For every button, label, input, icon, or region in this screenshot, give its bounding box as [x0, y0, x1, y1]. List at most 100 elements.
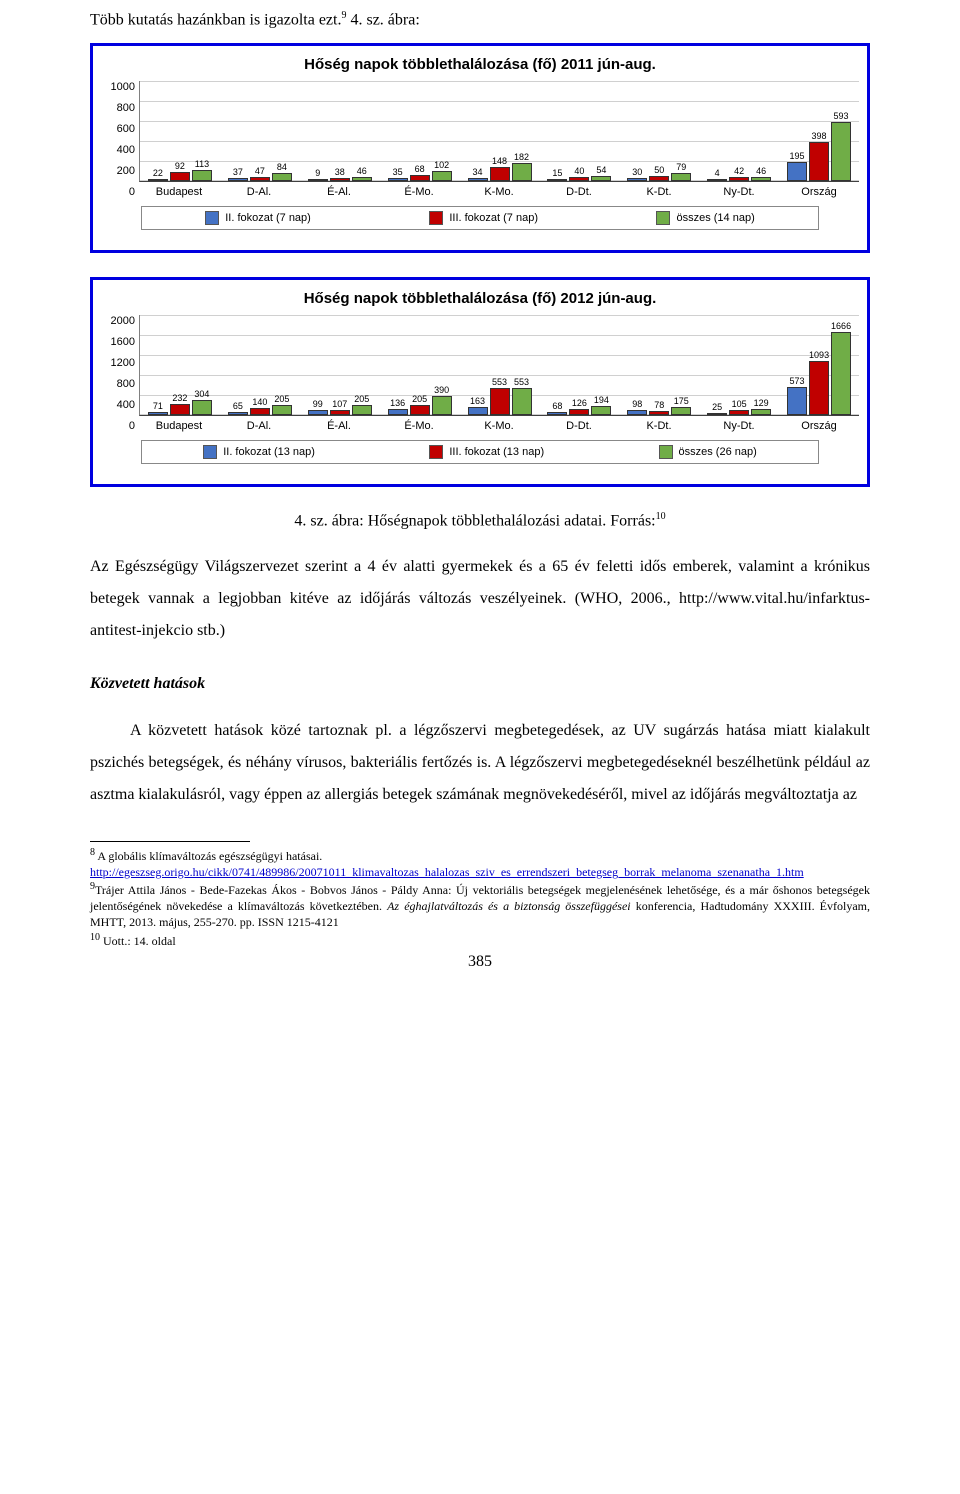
bar — [228, 178, 248, 182]
bar-value-label: 102 — [434, 161, 449, 170]
ytick-label: 1200 — [101, 357, 135, 369]
bar — [831, 122, 851, 181]
bar-value-label: 4 — [715, 169, 720, 178]
bar-value-label: 113 — [195, 160, 209, 169]
bar-value-label: 79 — [676, 163, 686, 172]
bar-wrap: 182 — [512, 153, 532, 181]
bar — [671, 407, 691, 416]
bar — [308, 410, 328, 415]
bar-value-label: 92 — [175, 162, 185, 171]
chart-2012-legend: II. fokozat (13 nap) III. fokozat (13 nap… — [141, 440, 819, 464]
legend-item: összes (26 nap) — [659, 445, 757, 459]
bar-value-label: 126 — [572, 399, 587, 408]
bar-wrap: 1666 — [831, 322, 851, 415]
bar-value-label: 40 — [574, 167, 584, 176]
bar-group: 163553553 — [460, 315, 540, 415]
intro-text-a: Több kutatás hazánkban is igazolta ezt. — [90, 11, 341, 28]
bar — [729, 410, 749, 415]
bar — [809, 361, 829, 416]
bar-value-label: 99 — [313, 400, 323, 409]
bar-wrap: 42 — [729, 167, 749, 181]
bar-wrap: 398 — [809, 132, 829, 182]
legend-swatch — [656, 211, 670, 225]
chart-2012-groups: 7123230465140205991072051362053901635535… — [140, 315, 859, 415]
bar-value-label: 182 — [514, 153, 529, 162]
bar-wrap: 390 — [432, 386, 452, 416]
bar-group: 22 92 113 — [140, 81, 220, 181]
bar-value-label: 15 — [552, 169, 562, 178]
legend-label: III. fokozat (13 nap) — [449, 446, 544, 458]
bar-value-label: 98 — [632, 400, 642, 409]
legend-swatch — [659, 445, 673, 459]
bar-wrap: 68 — [410, 165, 430, 182]
xtick-label: É-Al. — [299, 186, 379, 198]
footnote-10: 10 Uott.: 14. oldal — [90, 931, 870, 949]
xtick-label: K-Mo. — [459, 186, 539, 198]
ytick-label: 0 — [101, 186, 135, 198]
bar-value-label: 129 — [754, 399, 769, 408]
bar-wrap: 4 — [707, 169, 727, 181]
legend-swatch — [203, 445, 217, 459]
bar-wrap: 99 — [308, 400, 328, 415]
xtick-label: D-Al. — [219, 186, 299, 198]
bar — [388, 409, 408, 416]
bar — [272, 405, 292, 415]
bar-wrap: 105 — [729, 400, 749, 415]
chart-2011-frame: Hőség napok többlethalálozása (fő) 2011 … — [90, 43, 870, 253]
chart-2012-area: 0400800120016002000 71232304651402059910… — [101, 315, 859, 432]
bar-group: 68126194 — [539, 315, 619, 415]
bar-wrap: 68 — [547, 402, 567, 415]
chart-2012-title: Hőség napok többlethalálozása (fő) 2012 … — [101, 290, 859, 307]
legend-item: II. fokozat (13 nap) — [203, 445, 315, 459]
xtick-label: D-Al. — [219, 420, 299, 432]
bar-value-label: 1093 — [809, 351, 829, 360]
chart-2011-groups: 2292113374784938463568102341481821540543… — [140, 81, 859, 181]
footnote-separator — [90, 841, 250, 842]
bar-wrap: 205 — [352, 395, 372, 415]
bar-group: 25105129 — [699, 315, 779, 415]
footnote-8-text: A globális klímaváltozás egészségügyi ha… — [95, 849, 322, 863]
caption-text: 4. sz. ábra: Hőségnapok többlethalálozás… — [294, 513, 655, 530]
bar — [490, 388, 510, 416]
bar — [809, 142, 829, 182]
bar-value-label: 9 — [315, 169, 320, 178]
bar-wrap: 46 — [352, 167, 372, 182]
bar-wrap: 54 — [591, 166, 611, 181]
bar-value-label: 68 — [415, 165, 425, 174]
chart-2012-frame: Hőség napok többlethalálozása (fő) 2012 … — [90, 277, 870, 487]
bar-value-label: 35 — [393, 168, 403, 177]
xtick-label: Ny-Dt. — [699, 420, 779, 432]
bar-group: 195398593 — [779, 81, 859, 181]
intro-text-b: 4. sz. ábra: — [346, 11, 419, 28]
chart-2012-yaxis: 0400800120016002000 — [101, 315, 139, 432]
xtick-label: K-Mo. — [459, 420, 539, 432]
legend-item: összes (14 nap) — [656, 211, 754, 225]
bar — [787, 387, 807, 416]
bar — [410, 175, 430, 182]
bar-wrap: 9 — [308, 169, 328, 181]
ytick-label: 1000 — [101, 81, 135, 93]
footnote-8-link[interactable]: http://egeszseg.origo.hu/cikk/0741/48998… — [90, 865, 804, 879]
bar-value-label: 593 — [834, 112, 849, 121]
bar-wrap: 22 — [148, 169, 168, 181]
bar-value-label: 38 — [335, 168, 345, 177]
bar — [831, 332, 851, 415]
bar — [468, 407, 488, 415]
footnote-9-italic: Az éghajlatváltozás és a biztonság össze… — [387, 899, 631, 913]
bar-group: 65140205 — [220, 315, 300, 415]
bar — [627, 178, 647, 181]
chart-2011-legend: II. fokozat (7 nap)III. fokozat (7 nap)ö… — [141, 206, 819, 230]
bar — [569, 177, 589, 181]
bar-value-label: 47 — [255, 167, 265, 176]
bar — [228, 412, 248, 415]
bar-wrap: 30 — [627, 168, 647, 181]
xtick-label: Ny-Dt. — [699, 186, 779, 198]
figure-caption: 4. sz. ábra: Hőségnapok többlethalálozás… — [90, 511, 870, 530]
bar — [250, 177, 270, 182]
bar-group: 374784 — [220, 81, 300, 181]
legend-item: II. fokozat (7 nap) — [205, 211, 311, 225]
bar-value-label: 136 — [390, 399, 405, 408]
bar-value-label: 65 — [233, 402, 243, 411]
bar — [170, 404, 190, 416]
bar-group: 44246 — [699, 81, 779, 181]
